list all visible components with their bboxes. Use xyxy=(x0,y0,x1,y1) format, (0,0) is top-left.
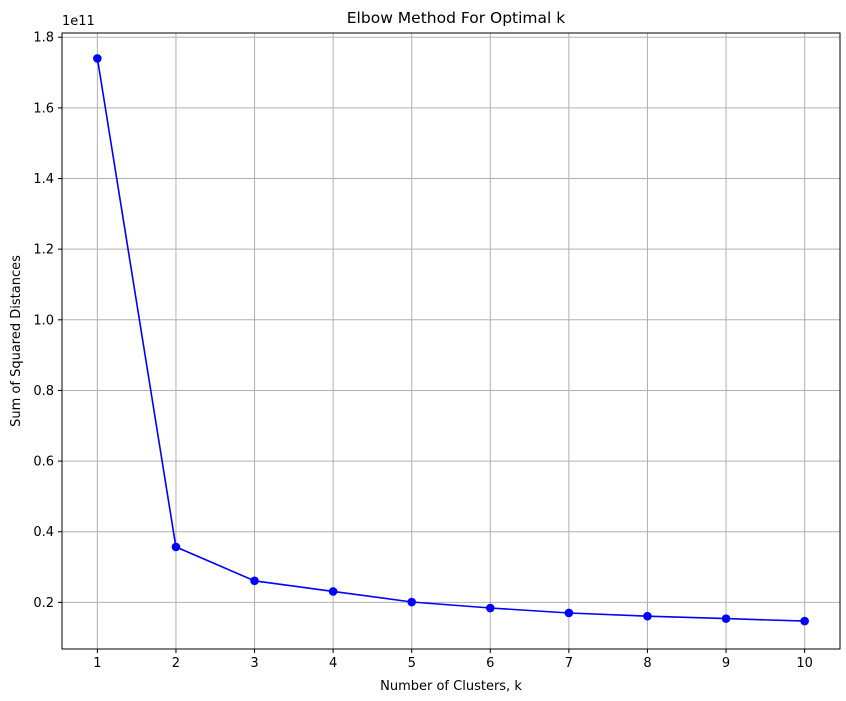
data-point xyxy=(171,542,181,552)
y-tick-label: 0.4 xyxy=(33,525,54,540)
x-tick-label: 10 xyxy=(796,656,813,671)
data-point xyxy=(643,611,652,621)
data-point xyxy=(407,597,417,607)
x-tick-label: 2 xyxy=(172,656,180,671)
x-tick-label: 5 xyxy=(408,656,416,671)
y-tick-label: 0.2 xyxy=(33,596,54,611)
x-tick-label: 1 xyxy=(93,656,101,671)
y-tick-label: 1.2 xyxy=(33,243,54,258)
data-point xyxy=(328,587,338,596)
y-tick-label: 1.6 xyxy=(33,101,54,116)
chart-title: Elbow Method For Optimal k xyxy=(347,9,565,27)
series-layer xyxy=(93,54,809,626)
plot-area-frame xyxy=(61,32,841,650)
y-tick-label: 1.8 xyxy=(33,31,54,46)
data-point xyxy=(93,54,102,63)
x-tick-label: 4 xyxy=(329,656,337,671)
y-tick-label: 0.8 xyxy=(33,384,54,399)
data-point xyxy=(800,616,809,626)
grid-lines xyxy=(62,33,840,649)
y-axis-offset-label: 1e11 xyxy=(62,14,95,29)
axis-ticks: 1 2 3 4 5 6 7 8 9 10 0.2 0.4 0.6 0.8 1.0 1.2 1.4 1.6 1.8 xyxy=(33,31,813,671)
data-point xyxy=(485,603,495,613)
x-axis-label: Number of Clusters, k xyxy=(380,679,522,694)
x-tick-label: 8 xyxy=(643,656,651,671)
series-line xyxy=(96,58,805,622)
x-tick-label: 6 xyxy=(486,656,494,671)
y-axis-label: Sum of Squared Distances xyxy=(9,255,24,427)
data-point xyxy=(564,608,574,618)
x-tick-label: 3 xyxy=(250,656,258,671)
data-point xyxy=(250,576,259,586)
data-point xyxy=(721,614,731,623)
x-tick-label: 9 xyxy=(722,656,730,671)
y-tick-label: 1.4 xyxy=(33,172,54,187)
y-tick-label: 1.0 xyxy=(33,313,54,328)
y-tick-label: 0.6 xyxy=(33,455,54,470)
x-tick-label: 7 xyxy=(565,656,573,671)
